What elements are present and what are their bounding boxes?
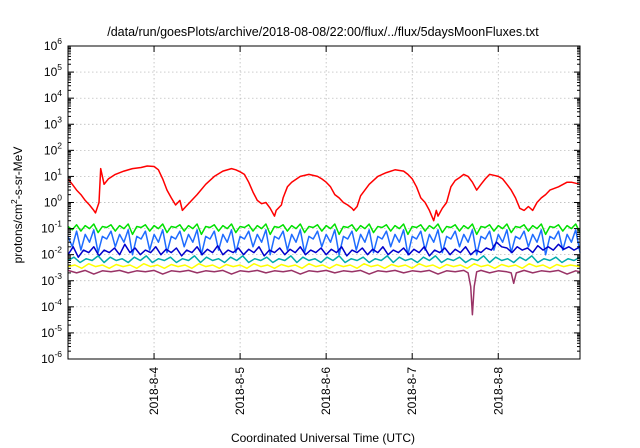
series-layer — [67, 165, 581, 316]
series-line-5 — [67, 255, 581, 264]
axis-ticks — [68, 45, 580, 360]
y-tick-label: 100 — [44, 193, 62, 210]
y-tick-base: 10 — [44, 169, 58, 183]
y-tick-base: 10 — [44, 117, 58, 131]
y-tick-base: 10 — [44, 39, 58, 53]
y-tick-exponent: 0 — [57, 193, 62, 203]
x-tick-label: 2018-8-6 — [319, 367, 333, 415]
y-tick-exponent: 6 — [57, 36, 62, 46]
y-tick-exponent: -3 — [54, 271, 62, 281]
y-tick-label: 104 — [44, 88, 62, 105]
y-tick-exponent: 5 — [57, 62, 62, 72]
y-tick-label: 10-3 — [41, 271, 62, 288]
y-tick-label: 106 — [44, 36, 62, 53]
x-tick-label: 2018-8-4 — [147, 367, 161, 415]
y-tick-exponent: 3 — [57, 114, 62, 124]
y-tick-base: 10 — [44, 143, 58, 157]
y-tick-label: 10-6 — [41, 349, 62, 366]
y-tick-label: 10-2 — [41, 245, 62, 262]
y-tick-exponent: -2 — [54, 245, 62, 255]
series-line-3 — [67, 229, 581, 256]
y-tick-label: 105 — [44, 62, 62, 79]
y-tick-label: 101 — [44, 166, 62, 183]
y-tick-labels: 10-610-510-410-310-210-11001011021031041… — [41, 36, 62, 366]
y-axis-label: protons/cm2-s-sr-MeV — [9, 147, 25, 264]
y-tick-base: 10 — [44, 65, 58, 79]
y-tick-exponent: -6 — [54, 349, 62, 359]
series-line-4 — [67, 241, 581, 258]
y-tick-base: 10 — [41, 352, 55, 366]
y-tick-base: 10 — [44, 91, 58, 105]
y-tick-base: 10 — [44, 196, 58, 210]
y-tick-base: 10 — [41, 248, 55, 262]
y-axis-label-pre: protons/cm — [11, 204, 25, 263]
y-tick-exponent: 1 — [57, 166, 62, 176]
y-axis-label-sup: 2 — [9, 199, 19, 204]
y-tick-exponent: -1 — [54, 219, 62, 229]
series-line-2 — [67, 223, 581, 236]
series-line-1 — [67, 165, 581, 222]
x-tick-labels: 2018-8-4 2018-8-5 2018-8-6 2018-8-7 2018-8-8 — [147, 367, 505, 415]
x-tick-label: 2018-8-7 — [405, 367, 419, 415]
y-tick-exponent: -5 — [54, 323, 62, 333]
y-tick-base: 10 — [41, 300, 55, 314]
y-tick-label: 10-5 — [41, 323, 62, 340]
y-tick-exponent: 2 — [57, 140, 62, 150]
y-tick-exponent: -4 — [54, 297, 62, 307]
y-tick-base: 10 — [41, 274, 55, 288]
x-axis-label: Coordinated Universal Time (UTC) — [231, 431, 415, 445]
x-tick-label: 2018-8-8 — [491, 367, 505, 415]
y-tick-label: 102 — [44, 140, 62, 157]
y-tick-base: 10 — [41, 326, 55, 340]
x-tick-label: 2018-8-5 — [233, 367, 247, 415]
chart-title: /data/run/goesPlots/archive/2018-08-08/2… — [107, 25, 539, 39]
y-tick-label: 10-1 — [41, 219, 62, 236]
y-tick-exponent: 4 — [57, 88, 62, 98]
y-tick-base: 10 — [41, 222, 55, 236]
y-axis-label-post: -s-sr-MeV — [11, 147, 25, 200]
y-tick-label: 10-4 — [41, 297, 62, 314]
y-tick-label: 103 — [44, 114, 62, 131]
series-line-6 — [67, 262, 581, 270]
grid-lines — [68, 46, 580, 359]
series-line-7 — [67, 269, 581, 316]
